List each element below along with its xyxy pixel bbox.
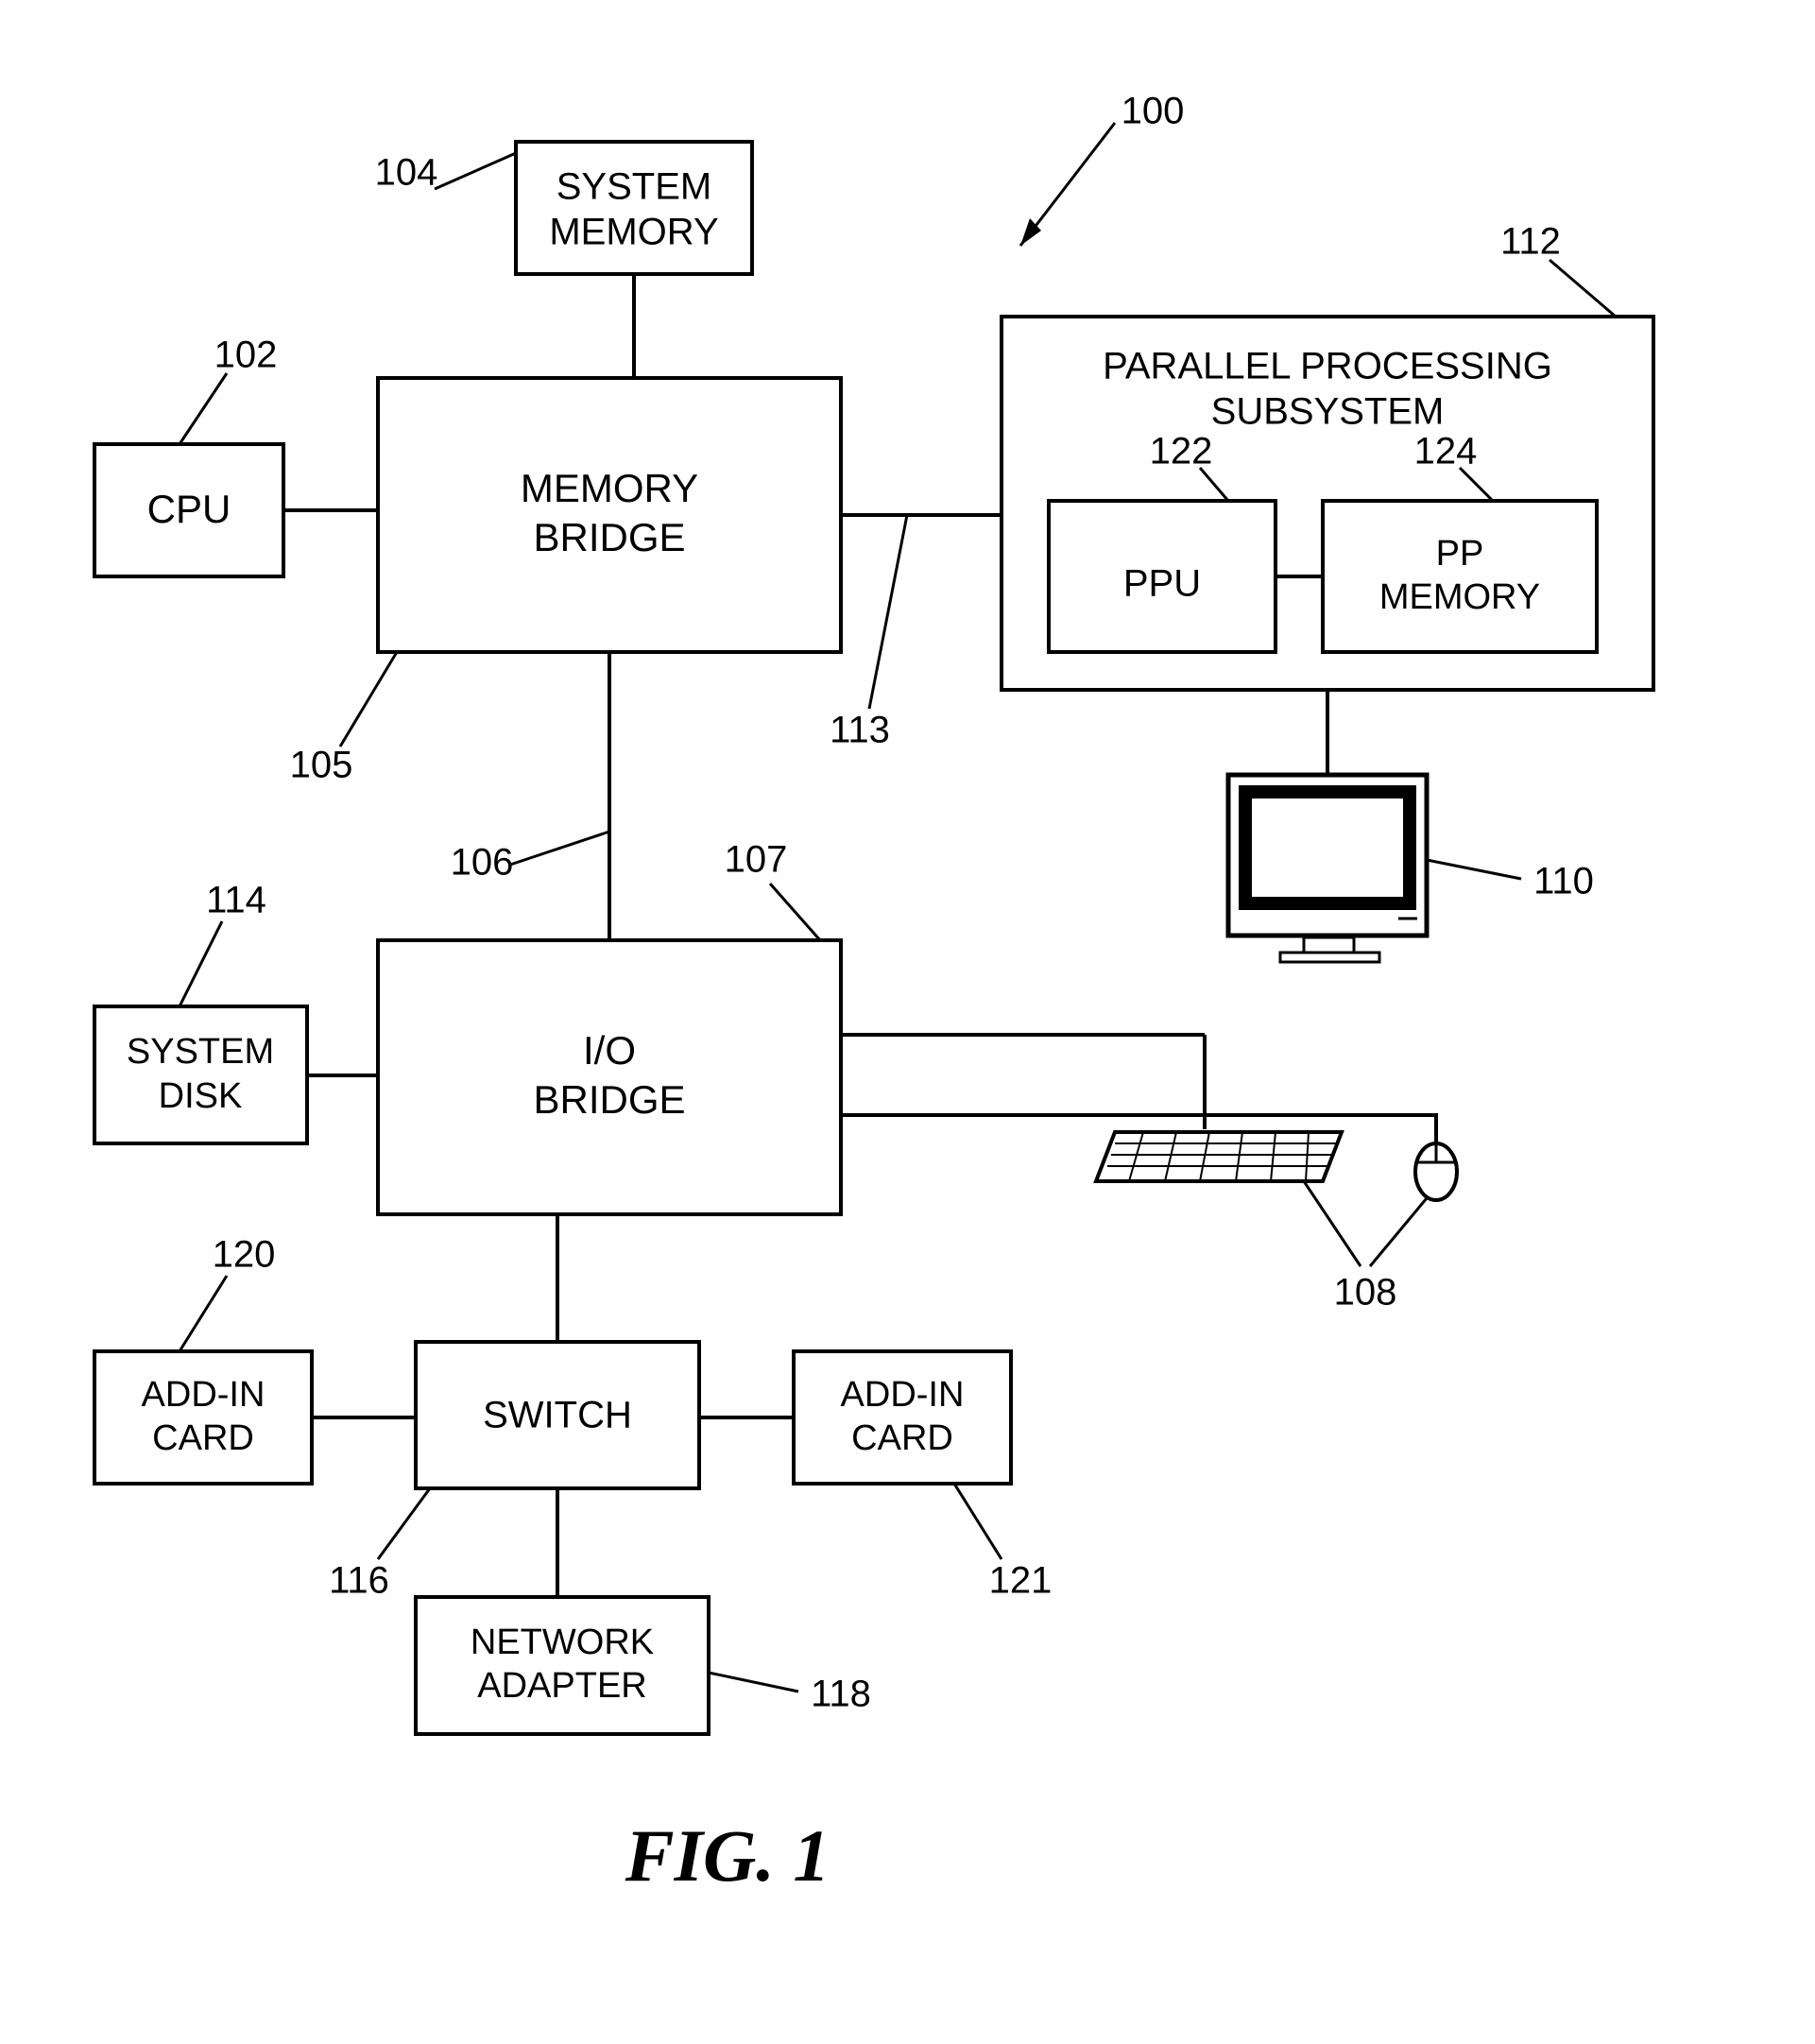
- memory-bridge-l2: BRIDGE: [533, 515, 685, 559]
- ref-120-label: 120: [213, 1234, 276, 1276]
- iob-l2: BRIDGE: [533, 1077, 685, 1122]
- system-memory-l1: SYSTEM: [556, 166, 711, 208]
- ref-107: 107: [725, 839, 820, 940]
- memory-bridge-l1: MEMORY: [521, 466, 698, 510]
- mouse-icon: [1415, 1143, 1457, 1200]
- ref-114: 114: [180, 880, 266, 1006]
- ref-114-label: 114: [206, 880, 266, 921]
- sd-l2: DISK: [159, 1076, 243, 1116]
- na-l1: NETWORK: [471, 1623, 654, 1662]
- ref-112: 112: [1500, 221, 1616, 317]
- ref-arrow-100: 100: [1020, 91, 1184, 246]
- ref-108: 108: [1304, 1181, 1427, 1314]
- ref-102: 102: [180, 335, 277, 444]
- ref-121: 121: [954, 1484, 1052, 1602]
- ppu-box: PPU: [1049, 501, 1276, 652]
- network-adapter-box: NETWORK ADAPTER: [416, 1597, 709, 1734]
- ref-110: 110: [1427, 860, 1594, 902]
- ref-106: 106: [451, 832, 609, 884]
- system-memory-l2: MEMORY: [549, 212, 718, 253]
- air-l2: CARD: [851, 1418, 953, 1458]
- ref-122-label: 122: [1150, 431, 1213, 472]
- ref-124-label: 124: [1414, 431, 1478, 472]
- system-memory-box: SYSTEM MEMORY: [516, 142, 752, 274]
- ref-110-label: 110: [1533, 861, 1594, 902]
- ppu-l1: PPU: [1123, 563, 1201, 605]
- ref-107-label: 107: [725, 839, 788, 881]
- ref-105-label: 105: [290, 745, 353, 786]
- ref-112-label: 112: [1500, 221, 1561, 263]
- ppmem-l2: MEMORY: [1379, 577, 1540, 617]
- cpu-box: CPU: [94, 444, 283, 576]
- memory-bridge-box: MEMORY BRIDGE: [378, 378, 841, 652]
- ppmem-l1: PP: [1436, 534, 1484, 574]
- ref-105: 105: [290, 652, 397, 786]
- pps-l1: PARALLEL PROCESSING: [1103, 346, 1552, 387]
- ref-118: 118: [709, 1673, 871, 1715]
- iob-l1: I/O: [583, 1028, 636, 1073]
- switch-box: SWITCH: [416, 1342, 699, 1488]
- diagram-canvas: 100 SYSTEM MEMORY 104 CPU 102 MEMORY BRI…: [0, 0, 1815, 2044]
- system-disk-box: SYSTEM DISK: [94, 1006, 307, 1143]
- ref-120: 120: [180, 1234, 275, 1351]
- ref-116-label: 116: [329, 1560, 389, 1602]
- sw-l1: SWITCH: [483, 1395, 632, 1436]
- figure-caption: FIG. 1: [625, 1814, 830, 1897]
- ref-121-label: 121: [989, 1560, 1053, 1602]
- ail-l1: ADD-IN: [142, 1375, 265, 1415]
- ref-106-label: 106: [451, 842, 514, 884]
- air-l1: ADD-IN: [841, 1375, 965, 1415]
- na-l2: ADAPTER: [477, 1666, 646, 1706]
- sd-l1: SYSTEM: [127, 1032, 274, 1072]
- ref-104-label: 104: [375, 152, 438, 194]
- io-bridge-box: I/O BRIDGE: [378, 940, 841, 1214]
- ref-102-label: 102: [214, 335, 278, 376]
- ref-113-label: 113: [830, 710, 890, 751]
- ail-l2: CARD: [152, 1418, 254, 1458]
- addin-right-box: ADD-IN CARD: [794, 1351, 1011, 1484]
- pp-memory-box: PP MEMORY: [1323, 501, 1597, 652]
- cpu-l1: CPU: [147, 487, 231, 531]
- ref-118-label: 118: [811, 1674, 871, 1715]
- ref-100-label: 100: [1122, 91, 1185, 132]
- ref-108-label: 108: [1334, 1272, 1397, 1314]
- addin-left-box: ADD-IN CARD: [94, 1351, 312, 1484]
- ref-104: 104: [375, 152, 516, 194]
- keyboard-icon: [1096, 1132, 1342, 1181]
- display-icon: [1228, 775, 1427, 962]
- ref-116: 116: [329, 1488, 430, 1602]
- pps-l2: SUBSYSTEM: [1211, 391, 1445, 433]
